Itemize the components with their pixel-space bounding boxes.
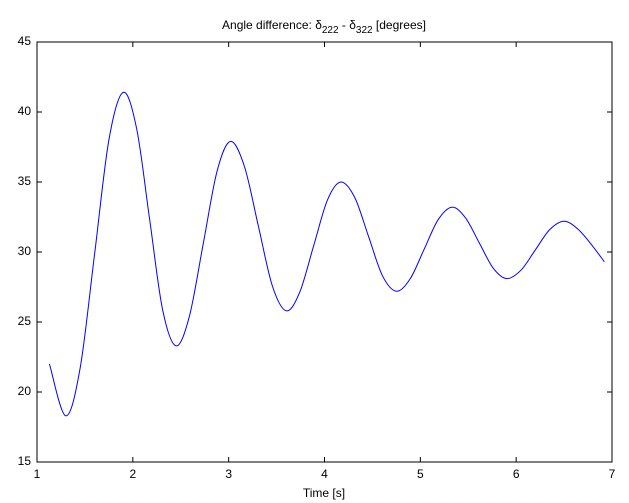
title-subscript: 222 <box>322 25 339 36</box>
y-tick-label: 30 <box>18 244 32 258</box>
y-tick-label: 45 <box>18 34 32 48</box>
x-tick-label: 5 <box>417 467 424 481</box>
y-tick-label: 40 <box>18 104 32 118</box>
y-tick-label: 15 <box>18 454 32 468</box>
title-subscript: 322 <box>356 25 373 36</box>
y-tick-label: 25 <box>18 314 32 328</box>
y-tick-label: 35 <box>18 174 32 188</box>
x-axis-label: Time [s] <box>303 486 345 500</box>
line <box>48 91 605 417</box>
x-tick-label: 7 <box>609 467 616 481</box>
title-part: Angle difference: δ <box>222 18 322 32</box>
chart-title: Angle difference: δ222 - δ322 [degrees] <box>222 18 426 35</box>
y-tick-label: 20 <box>18 384 32 398</box>
x-tick-label: 2 <box>129 467 136 481</box>
x-tick-label: 3 <box>225 467 232 481</box>
x-tick-label: 6 <box>513 467 520 481</box>
title-part: [degrees] <box>373 18 426 32</box>
x-tick-label: 1 <box>34 467 41 481</box>
title-part: - δ <box>339 18 357 32</box>
x-tick-label: 4 <box>321 467 328 481</box>
